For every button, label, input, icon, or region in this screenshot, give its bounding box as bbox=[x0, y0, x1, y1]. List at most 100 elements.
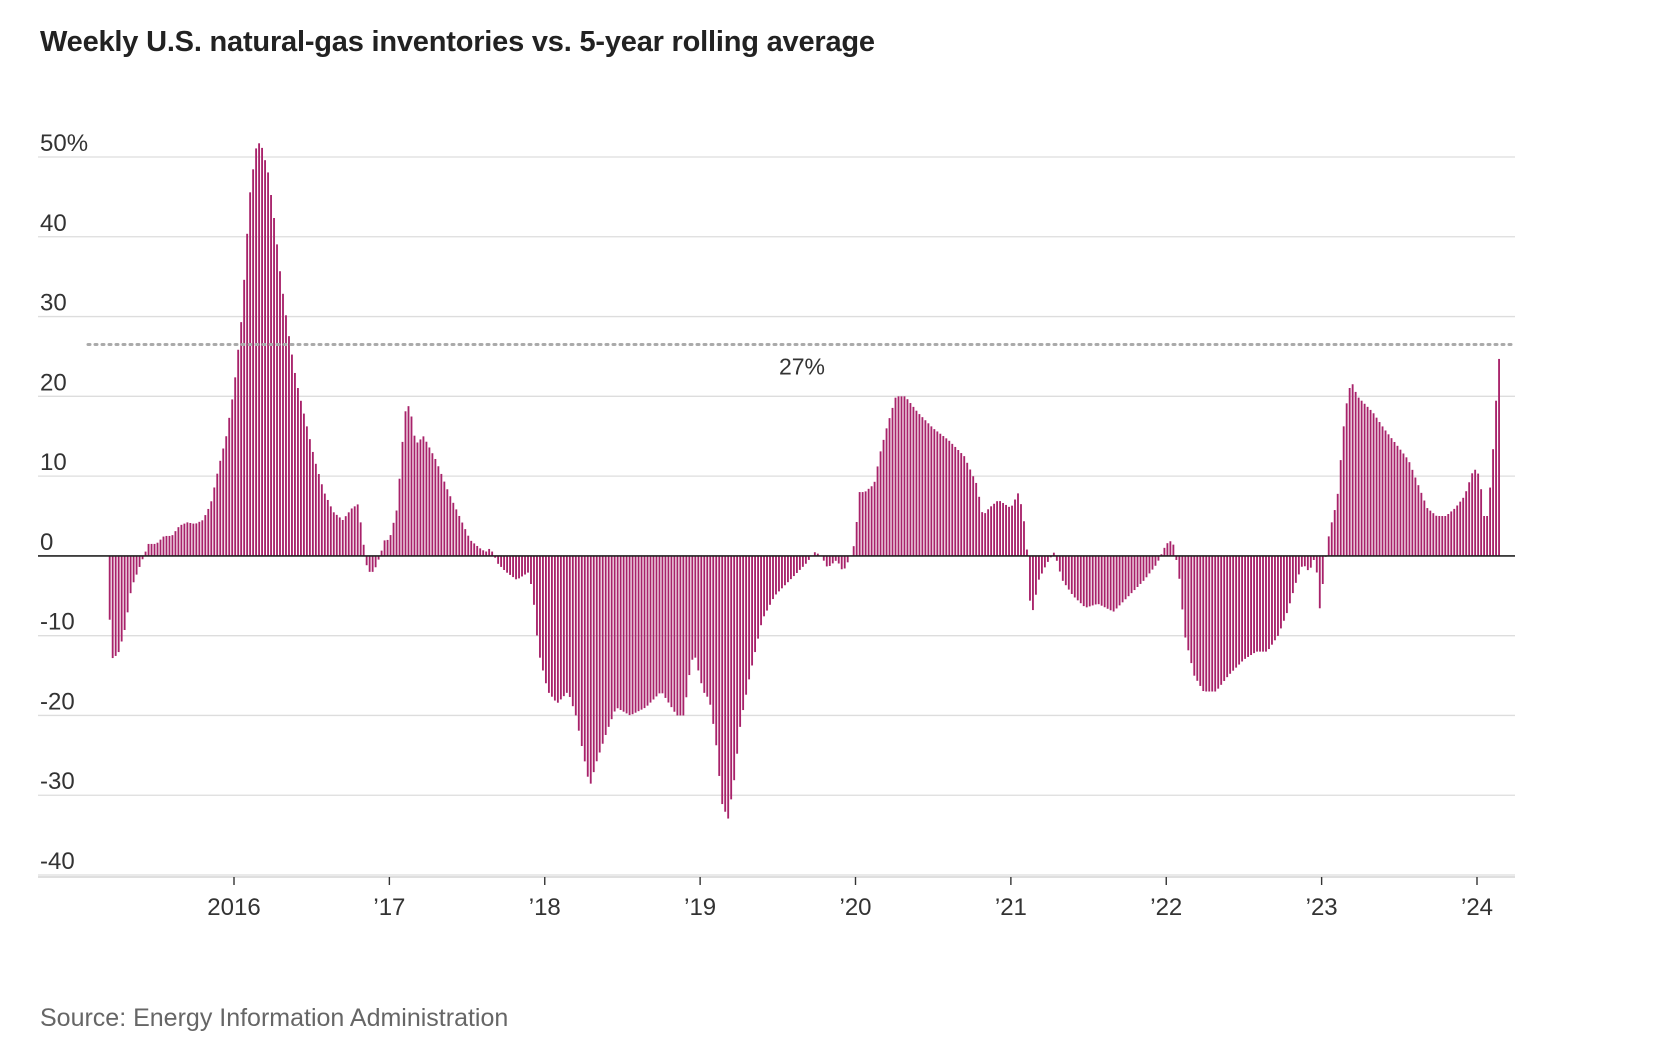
bar bbox=[1426, 508, 1429, 556]
bar bbox=[751, 555, 754, 666]
bar bbox=[1333, 510, 1336, 556]
bar bbox=[144, 551, 147, 556]
bar bbox=[924, 420, 927, 556]
bar bbox=[649, 555, 652, 703]
bar bbox=[111, 555, 114, 659]
bar bbox=[1300, 555, 1303, 567]
bar bbox=[685, 555, 688, 698]
bar bbox=[867, 488, 870, 556]
bar bbox=[936, 431, 939, 556]
y-tick-label: -40 bbox=[40, 848, 75, 875]
bar bbox=[255, 148, 258, 556]
bar bbox=[960, 453, 963, 556]
bar bbox=[682, 555, 685, 716]
bar bbox=[431, 453, 434, 556]
bar bbox=[676, 555, 679, 716]
bar bbox=[1444, 516, 1447, 556]
bar bbox=[1130, 555, 1133, 594]
bar bbox=[1486, 516, 1489, 556]
bar bbox=[1026, 549, 1028, 556]
bar bbox=[1438, 516, 1441, 556]
bar bbox=[413, 435, 416, 556]
bar bbox=[1040, 555, 1043, 574]
bar bbox=[536, 555, 538, 636]
bar bbox=[252, 169, 255, 556]
bar bbox=[1280, 555, 1282, 629]
bar bbox=[616, 555, 619, 709]
bar bbox=[966, 462, 969, 556]
bar bbox=[1052, 552, 1055, 556]
bar bbox=[323, 493, 326, 556]
bar bbox=[1480, 489, 1483, 556]
bar bbox=[1259, 555, 1261, 652]
bar bbox=[807, 555, 810, 560]
bar bbox=[664, 555, 667, 698]
bar bbox=[371, 555, 374, 572]
x-tick-label: ’24 bbox=[1461, 894, 1493, 921]
bar bbox=[1002, 503, 1004, 556]
bar bbox=[317, 474, 320, 556]
bar bbox=[458, 515, 461, 556]
bar bbox=[1196, 555, 1199, 681]
bar bbox=[604, 555, 607, 735]
bar bbox=[748, 555, 751, 680]
bar bbox=[1360, 400, 1363, 556]
bar bbox=[470, 540, 473, 556]
bar bbox=[804, 555, 807, 564]
bar bbox=[1082, 555, 1085, 607]
bar bbox=[1318, 555, 1321, 609]
bar bbox=[186, 522, 189, 556]
bar bbox=[1241, 555, 1244, 662]
bar bbox=[311, 451, 314, 556]
bar bbox=[410, 416, 413, 556]
bar bbox=[969, 469, 972, 556]
bar bbox=[195, 523, 198, 556]
bar bbox=[1220, 555, 1223, 685]
bar bbox=[897, 396, 900, 556]
bar bbox=[425, 441, 428, 556]
y-tick-label: 50% bbox=[40, 130, 88, 157]
bar bbox=[1115, 555, 1118, 609]
bar bbox=[383, 540, 386, 556]
bar bbox=[787, 555, 789, 583]
bar bbox=[506, 555, 509, 573]
bar bbox=[879, 451, 882, 556]
bar bbox=[338, 517, 341, 556]
bar bbox=[661, 555, 664, 694]
y-tick-label: -20 bbox=[40, 688, 75, 715]
bar bbox=[380, 550, 383, 556]
bar bbox=[374, 555, 377, 568]
bar bbox=[1244, 555, 1247, 659]
bar bbox=[906, 399, 909, 556]
bar bbox=[422, 436, 425, 556]
source-note: Source: Energy Information Administratio… bbox=[40, 1004, 509, 1032]
bar bbox=[1271, 555, 1273, 645]
bar bbox=[619, 555, 622, 710]
bar bbox=[613, 555, 616, 712]
bar bbox=[550, 555, 553, 697]
bar bbox=[709, 555, 712, 705]
bar bbox=[126, 555, 129, 613]
x-tick-label: ’20 bbox=[839, 894, 871, 921]
bar bbox=[996, 501, 999, 556]
bar bbox=[861, 492, 864, 556]
bar bbox=[1070, 555, 1073, 594]
bar bbox=[1223, 555, 1226, 681]
bar bbox=[1238, 555, 1241, 665]
bar bbox=[302, 413, 305, 556]
bar bbox=[1133, 555, 1136, 591]
bar bbox=[828, 555, 831, 566]
bar bbox=[909, 403, 912, 556]
bar bbox=[219, 460, 222, 556]
bar bbox=[652, 555, 655, 700]
bar bbox=[757, 555, 759, 639]
bar bbox=[873, 481, 876, 556]
bar bbox=[1342, 426, 1345, 556]
bar bbox=[763, 555, 765, 617]
x-axis: 2016 ’17 ’18 ’19 ’20 ’21 ’22 ’23 ’24 bbox=[38, 555, 1515, 921]
bar bbox=[1253, 555, 1255, 654]
bar bbox=[225, 436, 228, 556]
bar bbox=[1014, 499, 1016, 556]
bar bbox=[598, 555, 601, 753]
reference-label: 27% bbox=[779, 353, 825, 379]
